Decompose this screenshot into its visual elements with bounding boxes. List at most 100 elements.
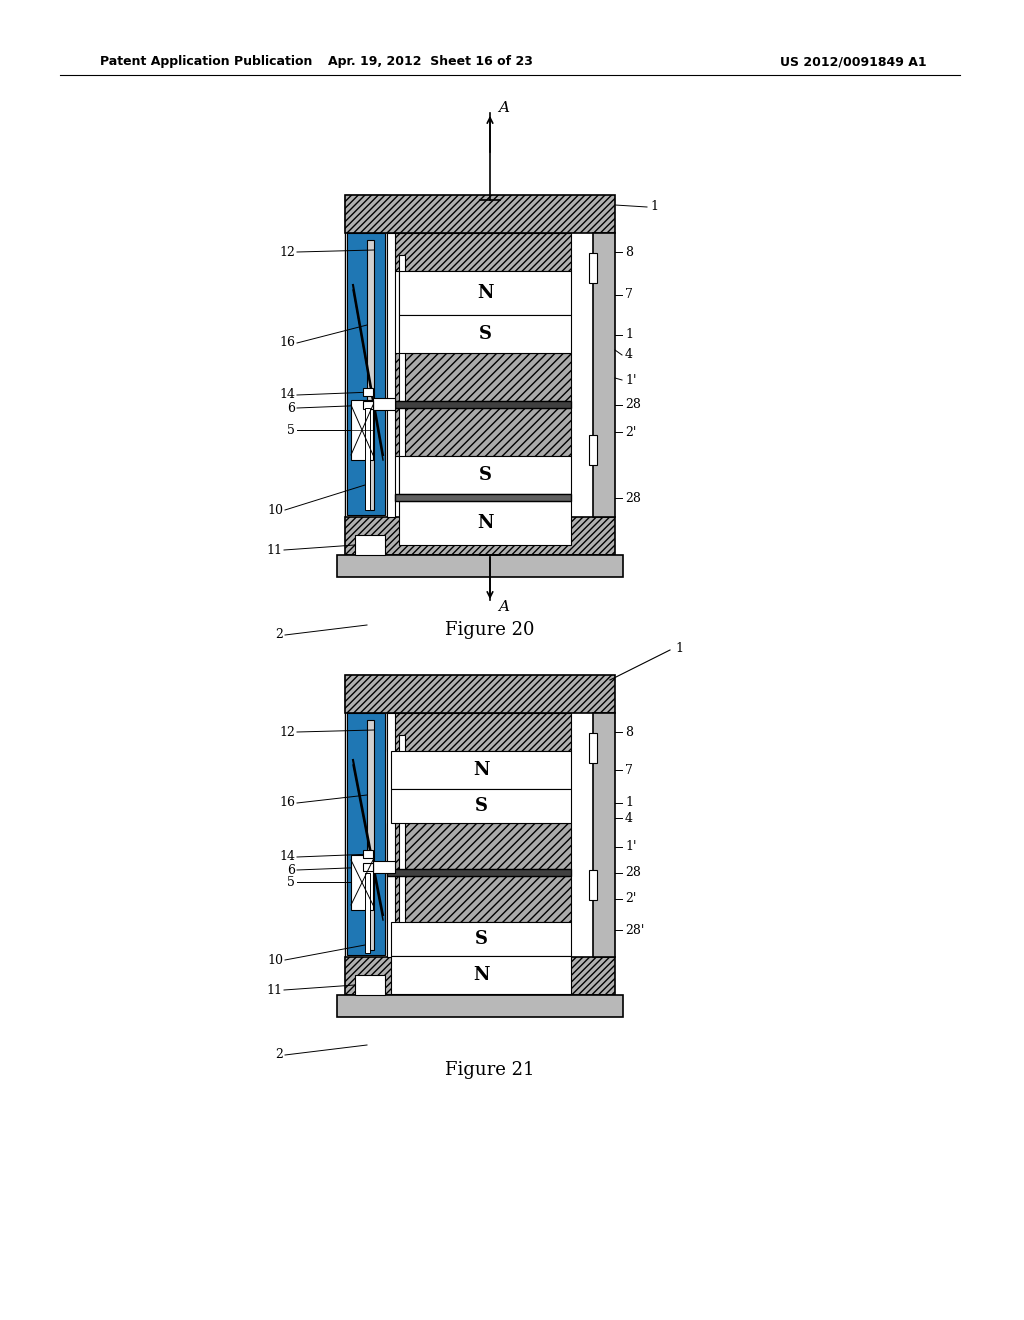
Text: S: S <box>474 931 487 948</box>
Text: US 2012/0091849 A1: US 2012/0091849 A1 <box>780 55 927 69</box>
Bar <box>589 870 597 900</box>
Text: 28: 28 <box>625 491 641 504</box>
Bar <box>345 957 615 995</box>
Text: 14: 14 <box>279 388 295 401</box>
Bar <box>347 713 385 954</box>
Text: N: N <box>477 284 494 302</box>
Text: N: N <box>473 762 489 779</box>
Text: 8: 8 <box>625 726 633 738</box>
Bar <box>593 234 615 517</box>
Text: 12: 12 <box>280 726 295 738</box>
Bar <box>589 733 597 763</box>
Text: 28': 28' <box>625 924 644 936</box>
Bar <box>399 502 571 545</box>
Text: 2: 2 <box>275 628 283 642</box>
Bar <box>362 388 373 396</box>
Bar <box>355 535 385 554</box>
Bar <box>593 713 615 957</box>
Text: 16: 16 <box>279 337 295 350</box>
Bar <box>391 956 571 994</box>
Bar <box>399 255 406 498</box>
Text: 6: 6 <box>287 863 295 876</box>
Bar <box>373 399 395 411</box>
Bar <box>391 789 571 822</box>
Bar <box>387 822 571 869</box>
Bar <box>362 401 373 409</box>
Bar <box>345 517 615 554</box>
Text: Figure 21: Figure 21 <box>445 1061 535 1078</box>
Text: 12: 12 <box>280 246 295 259</box>
Text: Apr. 19, 2012  Sheet 16 of 23: Apr. 19, 2012 Sheet 16 of 23 <box>328 55 532 69</box>
Bar <box>399 271 571 315</box>
Bar <box>395 234 571 271</box>
Text: 6: 6 <box>287 401 295 414</box>
Bar <box>589 253 597 282</box>
Bar <box>337 995 623 1016</box>
Bar <box>395 401 571 408</box>
Text: N: N <box>477 513 494 532</box>
Bar <box>355 975 385 995</box>
Text: N: N <box>473 966 489 983</box>
Text: 11: 11 <box>266 983 282 997</box>
Text: 5: 5 <box>287 424 295 437</box>
Bar <box>399 315 571 352</box>
Text: 1: 1 <box>625 329 633 342</box>
Bar <box>391 751 571 789</box>
Text: 11: 11 <box>266 544 282 557</box>
Bar <box>367 240 374 510</box>
Bar <box>387 869 571 876</box>
Bar <box>387 234 395 517</box>
Text: 28: 28 <box>625 399 641 412</box>
Text: 28: 28 <box>625 866 641 879</box>
Text: 5: 5 <box>287 875 295 888</box>
Text: Patent Application Publication: Patent Application Publication <box>100 55 312 69</box>
Bar <box>391 921 571 956</box>
Text: 14: 14 <box>279 850 295 863</box>
Bar <box>387 713 571 751</box>
Text: 1': 1' <box>625 841 637 854</box>
Text: 4: 4 <box>625 812 633 825</box>
Text: 1: 1 <box>675 642 683 655</box>
Bar <box>395 352 571 401</box>
Text: Figure 20: Figure 20 <box>445 620 535 639</box>
Bar <box>399 735 406 937</box>
Text: 2': 2' <box>625 425 636 438</box>
Text: 1: 1 <box>625 796 633 809</box>
Text: 4: 4 <box>625 348 633 362</box>
Bar <box>337 554 623 577</box>
Text: 1: 1 <box>650 201 658 214</box>
Bar <box>387 876 571 921</box>
Text: 2': 2' <box>625 892 636 906</box>
Bar <box>345 195 615 234</box>
Text: A: A <box>498 102 509 115</box>
Text: 7: 7 <box>625 289 633 301</box>
Bar <box>362 850 373 858</box>
Text: S: S <box>474 797 487 814</box>
Bar <box>387 713 395 957</box>
Bar <box>351 855 373 909</box>
Bar <box>395 408 571 455</box>
Bar <box>365 873 370 953</box>
Text: A: A <box>498 601 509 614</box>
Bar <box>589 436 597 465</box>
Text: 16: 16 <box>279 796 295 809</box>
Text: 7: 7 <box>625 763 633 776</box>
Bar <box>367 719 374 950</box>
Text: 1': 1' <box>625 374 637 387</box>
Text: 2: 2 <box>275 1048 283 1061</box>
Bar <box>347 234 385 515</box>
Bar <box>345 195 387 554</box>
Bar <box>345 675 615 713</box>
Text: S: S <box>478 325 492 343</box>
Bar <box>351 400 373 459</box>
Text: 8: 8 <box>625 246 633 259</box>
Bar <box>365 408 370 510</box>
Text: 10: 10 <box>267 503 283 516</box>
Bar <box>345 675 387 995</box>
Text: 10: 10 <box>267 953 283 966</box>
Bar <box>373 861 395 873</box>
Bar <box>395 494 571 502</box>
Bar <box>399 455 571 494</box>
Bar <box>362 863 373 871</box>
Text: S: S <box>478 466 492 484</box>
